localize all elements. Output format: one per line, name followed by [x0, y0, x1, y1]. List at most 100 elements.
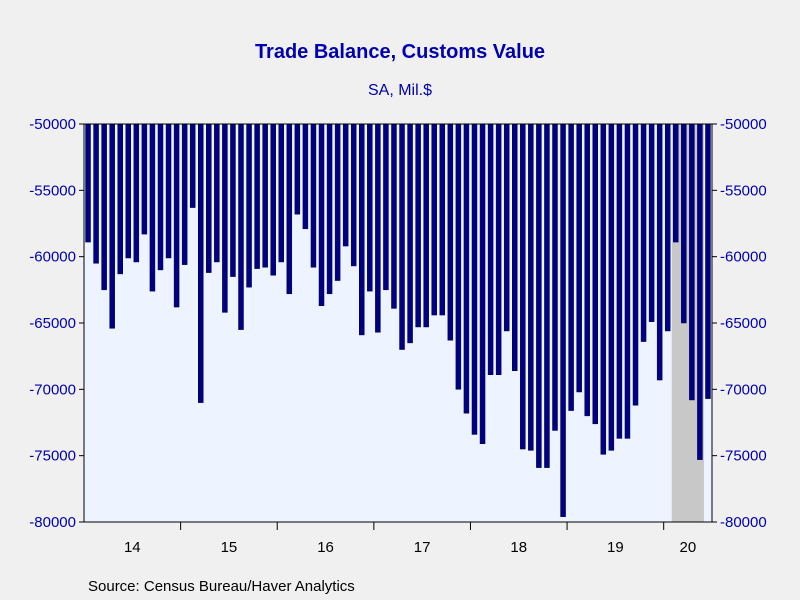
bar	[294, 123, 301, 215]
bar	[479, 123, 486, 444]
x-tick-label: 19	[607, 539, 624, 556]
bar	[600, 123, 607, 455]
bar	[391, 123, 397, 309]
bar	[608, 123, 615, 451]
y-tick-label-right: -65000	[720, 315, 767, 332]
bar	[173, 123, 180, 308]
bar	[85, 123, 91, 243]
bar	[664, 123, 671, 332]
bar	[552, 123, 558, 431]
y-tick-label-left: -60000	[29, 249, 76, 266]
bar	[423, 123, 429, 328]
right-y-axis: -50000 -55000 -60000 -65000 -70000 -75000 -800…	[712, 116, 767, 531]
y-tick-label-right: -75000	[720, 448, 767, 465]
bar	[520, 123, 526, 450]
y-tick-label-left: -65000	[29, 315, 76, 332]
bar	[302, 123, 309, 230]
bar	[133, 123, 140, 263]
bar	[214, 123, 220, 263]
bar	[415, 123, 421, 328]
bar	[238, 123, 244, 330]
bar	[455, 123, 462, 390]
bar	[383, 123, 389, 291]
bar	[262, 123, 268, 268]
bar	[125, 123, 132, 259]
bar	[286, 123, 293, 295]
bar	[624, 123, 631, 439]
y-tick-label-right: -50000	[720, 116, 767, 133]
y-tick-label-left: -50000	[29, 116, 76, 133]
bar	[503, 123, 510, 332]
bar	[165, 123, 172, 259]
plot-area	[84, 124, 712, 522]
bar	[584, 123, 590, 417]
bar	[350, 123, 357, 267]
bar	[463, 123, 470, 414]
bar	[536, 123, 542, 468]
bar	[318, 123, 325, 306]
bar	[375, 123, 381, 333]
bar	[673, 123, 679, 243]
y-tick-label-left: -70000	[29, 381, 76, 398]
bar	[181, 123, 188, 265]
x-tick-label: 17	[414, 539, 431, 556]
bar	[431, 123, 437, 316]
bar	[640, 123, 647, 342]
bar	[93, 123, 99, 264]
bar	[592, 123, 599, 425]
bar	[439, 123, 446, 316]
bar	[270, 123, 276, 276]
y-tick-label-left: -75000	[29, 448, 76, 465]
bar	[689, 123, 695, 401]
bar-series	[85, 123, 711, 517]
bar	[254, 123, 260, 269]
bar	[656, 123, 663, 381]
bar	[576, 123, 582, 393]
bar	[117, 123, 123, 275]
bar	[141, 123, 148, 235]
bar	[399, 123, 405, 350]
bar	[149, 123, 156, 292]
bar	[681, 123, 687, 324]
y-tick-label-left: -55000	[29, 182, 76, 199]
bar	[407, 123, 413, 344]
x-axis: 14 15 16 17 18 19 20	[124, 522, 696, 556]
bar	[616, 123, 623, 439]
x-tick-label: 16	[317, 539, 334, 556]
x-tick-label: 14	[124, 539, 141, 556]
bar	[528, 123, 534, 451]
bar	[632, 123, 639, 406]
bar	[487, 123, 494, 375]
bar	[648, 123, 655, 322]
bar	[705, 123, 711, 399]
bar	[326, 123, 333, 295]
bar	[230, 123, 236, 277]
bar	[359, 123, 365, 336]
chart-subtitle: SA, Mil.$	[368, 82, 432, 99]
y-tick-label-left: -80000	[29, 514, 76, 531]
bar	[109, 123, 115, 329]
bar	[342, 123, 349, 247]
y-tick-label-right: -55000	[720, 182, 767, 199]
bar	[560, 123, 566, 517]
bar	[189, 123, 196, 208]
x-tick-label: 15	[221, 539, 238, 556]
bar	[198, 123, 204, 403]
bar	[278, 123, 285, 263]
bar	[222, 123, 228, 313]
bar	[246, 123, 252, 288]
bar	[310, 123, 317, 268]
bar	[471, 123, 478, 435]
bar	[544, 123, 550, 468]
y-tick-label-right: -70000	[720, 381, 767, 398]
bar	[512, 123, 518, 372]
bar	[367, 123, 373, 292]
bar	[495, 123, 502, 375]
source-note: Source: Census Bureau/Haver Analytics	[88, 578, 355, 595]
y-tick-label-right: -60000	[720, 249, 767, 266]
bar	[157, 123, 164, 271]
bar	[206, 123, 212, 273]
bar	[101, 123, 107, 291]
left-y-axis: -50000 -55000 -60000 -65000 -70000 -75000 -800…	[29, 116, 84, 531]
